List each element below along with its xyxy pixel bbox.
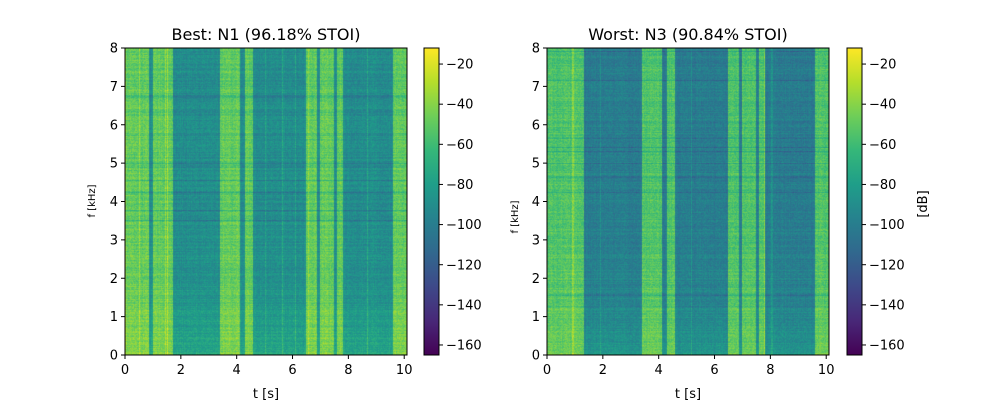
tick-label: −100 — [869, 218, 905, 233]
tick-label: −120 — [869, 258, 905, 273]
x-axis-label: t [s] — [675, 387, 701, 400]
tick-label: −40 — [869, 98, 896, 113]
tick-label: 5 — [532, 157, 540, 172]
tick-label: 8 — [766, 363, 774, 378]
tick-label: −40 — [446, 98, 473, 113]
tick-label: 8 — [110, 42, 118, 57]
tick-label: −140 — [869, 298, 905, 313]
colorbar-label: [dB] — [916, 190, 931, 217]
x-axis-ticks: 0 2 4 6 8 10 — [121, 355, 413, 378]
tick-label: 6 — [288, 363, 296, 378]
tick-label: 0 — [532, 349, 540, 364]
tick-label: −20 — [446, 58, 473, 73]
tick-label: 2 — [110, 272, 118, 287]
tick-label: −60 — [446, 138, 473, 153]
colorbar-ticks: −160 −140 −120 −100 −80 −60 −40 −20 — [862, 58, 905, 354]
tick-label: −20 — [869, 58, 896, 73]
tick-label: −80 — [869, 178, 896, 193]
tick-label: 7 — [532, 80, 540, 95]
panel-title: Best: N1 (96.18% STOI) — [172, 25, 361, 44]
tick-label: −100 — [446, 218, 482, 233]
tick-label: 3 — [110, 233, 118, 248]
tick-label: 6 — [110, 118, 118, 133]
colorbar: −160 −140 −120 −100 −80 −60 −40 −20 [dB] — [846, 47, 931, 356]
tick-label: 6 — [710, 363, 718, 378]
panel-title: Worst: N3 (90.84% STOI) — [588, 25, 787, 44]
tick-label: −160 — [869, 339, 905, 354]
tick-label: 10 — [396, 363, 413, 378]
tick-label: −160 — [446, 339, 482, 354]
tick-label: −60 — [869, 138, 896, 153]
tick-label: 4 — [655, 363, 663, 378]
tick-label: 7 — [110, 80, 118, 95]
tick-label: 2 — [599, 363, 607, 378]
y-axis-label: f [kHz] — [510, 200, 521, 233]
x-axis-label: t [s] — [253, 387, 279, 400]
tick-label: −80 — [446, 178, 473, 193]
tick-label: 10 — [818, 363, 835, 378]
tick-label: 5 — [110, 157, 118, 172]
spectrogram-image — [547, 48, 829, 355]
tick-label: 2 — [532, 272, 540, 287]
colorbar-ticks: −160 −140 −120 −100 −80 −60 −40 −20 — [439, 58, 482, 354]
tick-label: 0 — [121, 363, 129, 378]
tick-label: 8 — [532, 42, 540, 57]
tick-label: 4 — [110, 195, 118, 210]
tick-label: −140 — [446, 298, 482, 313]
y-axis-ticks: 0 1 2 3 4 5 6 7 8 — [532, 42, 547, 364]
colorbar-gradient — [423, 47, 440, 356]
tick-label: 6 — [532, 118, 540, 133]
colorbar: −160 −140 −120 −100 −80 −60 −40 −20 — [423, 47, 482, 356]
tick-label: 0 — [110, 349, 118, 364]
tick-label: 1 — [532, 310, 540, 325]
panel-best: Best: N1 (96.18% STOI) 0 2 4 6 8 10 0 1 2 3 4 5 6 7 8… — [87, 25, 482, 400]
tick-label: 4 — [532, 195, 540, 210]
tick-label: 4 — [233, 363, 241, 378]
tick-label: 2 — [177, 363, 185, 378]
y-axis-ticks: 0 1 2 3 4 5 6 7 8 — [110, 42, 125, 364]
y-axis-label: f [kHz] — [87, 184, 98, 217]
spectrogram-image — [125, 48, 407, 355]
colorbar-gradient — [846, 47, 863, 356]
tick-label: 1 — [110, 310, 118, 325]
tick-label: 3 — [532, 233, 540, 248]
tick-label: 0 — [543, 363, 551, 378]
panel-worst: Worst: N3 (90.84% STOI) 0 2 4 6 8 10 0 1 2 3 4 5 6 7… — [510, 25, 931, 400]
tick-label: 8 — [344, 363, 352, 378]
tick-label: −120 — [446, 258, 482, 273]
x-axis-ticks: 0 2 4 6 8 10 — [543, 355, 835, 378]
